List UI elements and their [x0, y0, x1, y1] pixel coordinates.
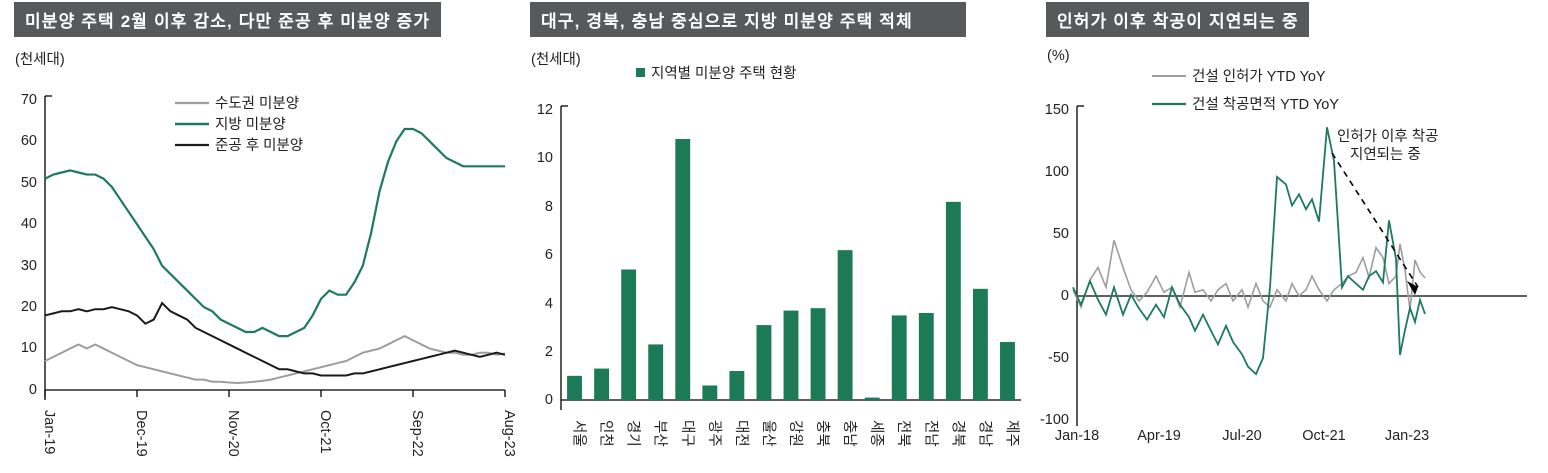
- svg-text:50: 50: [1053, 226, 1069, 242]
- svg-text:30: 30: [21, 258, 37, 274]
- svg-text:Jan-18: Jan-18: [1055, 428, 1099, 444]
- svg-text:Apr-19: Apr-19: [1137, 428, 1181, 444]
- svg-text:제주: 제주: [1003, 420, 1020, 447]
- svg-text:전남: 전남: [922, 420, 939, 447]
- svg-text:세종: 세종: [868, 420, 885, 447]
- svg-text:Dec-19: Dec-19: [133, 410, 149, 457]
- svg-text:12: 12: [537, 102, 553, 118]
- svg-text:6: 6: [545, 247, 553, 263]
- svg-text:경남: 경남: [976, 420, 993, 447]
- svg-text:100: 100: [1045, 164, 1069, 180]
- svg-text:Aug-23: Aug-23: [501, 410, 516, 457]
- svg-text:충북: 충북: [814, 420, 831, 447]
- svg-text:Oct-21: Oct-21: [317, 410, 333, 454]
- svg-text:8: 8: [545, 199, 553, 215]
- svg-text:20: 20: [21, 299, 37, 315]
- svg-text:Oct-21: Oct-21: [1302, 428, 1346, 444]
- svg-text:울산: 울산: [760, 420, 777, 447]
- svg-text:인허가 이후 착공: 인허가 이후 착공: [1337, 128, 1438, 145]
- svg-text:0: 0: [29, 382, 37, 398]
- svg-text:대전: 대전: [733, 420, 750, 447]
- svg-text:150: 150: [1045, 102, 1069, 118]
- svg-text:40: 40: [21, 216, 37, 232]
- svg-text:70: 70: [21, 92, 37, 108]
- svg-text:0: 0: [545, 392, 553, 408]
- svg-text:60: 60: [21, 133, 37, 149]
- svg-text:4: 4: [545, 296, 553, 312]
- svg-text:전북: 전북: [895, 420, 912, 447]
- svg-text:Sep-22: Sep-22: [409, 410, 425, 457]
- svg-text:Jul-20: Jul-20: [1222, 428, 1262, 444]
- svg-text:충남: 충남: [841, 420, 858, 447]
- svg-text:강원: 강원: [787, 420, 804, 447]
- svg-text:지연되는 중: 지연되는 중: [1350, 146, 1421, 163]
- svg-text:-50: -50: [1048, 350, 1069, 366]
- svg-text:부산: 부산: [652, 420, 669, 447]
- svg-text:Jan-23: Jan-23: [1385, 428, 1429, 444]
- svg-text:Jan-19: Jan-19: [41, 410, 57, 454]
- svg-text:50: 50: [21, 175, 37, 191]
- svg-text:대구: 대구: [679, 420, 696, 447]
- svg-text:서울: 서울: [571, 420, 588, 447]
- svg-text:10: 10: [537, 150, 553, 166]
- svg-text:경북: 경북: [949, 420, 966, 447]
- svg-text:10: 10: [21, 340, 37, 356]
- svg-text:경기: 경기: [625, 420, 642, 447]
- svg-text:2: 2: [545, 344, 553, 360]
- svg-text:-100: -100: [1040, 412, 1069, 428]
- svg-text:광주: 광주: [706, 420, 723, 447]
- svg-text:Nov-20: Nov-20: [225, 410, 241, 457]
- svg-text:인천: 인천: [598, 420, 615, 447]
- svg-text:0: 0: [1061, 288, 1069, 304]
